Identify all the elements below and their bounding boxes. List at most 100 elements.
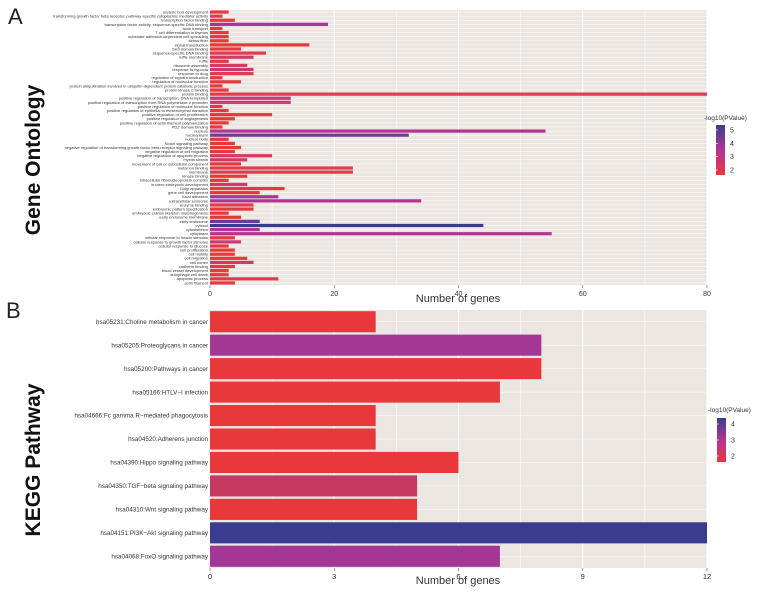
- legend-tick-label: 4: [731, 422, 735, 429]
- bar: [210, 162, 242, 166]
- category-label: negative regulation of transforming grow…: [65, 145, 208, 150]
- x-tick-label: 9: [581, 572, 585, 581]
- category-label: transcription factor activity, sequence-…: [104, 22, 208, 27]
- category-label: cytosol: [196, 223, 209, 228]
- bar: [210, 30, 229, 35]
- bar: [210, 150, 235, 154]
- bar: [210, 195, 279, 199]
- category-label: cell motility: [188, 252, 208, 257]
- bar: [210, 545, 500, 567]
- category-label: hsa04520:Adherens junction: [128, 436, 208, 443]
- bar: [210, 223, 484, 228]
- kegg-legend-title: -log10(PValue): [708, 407, 751, 414]
- category-label: membrane: [189, 170, 209, 175]
- bar: [210, 381, 500, 403]
- category-label: nucleus: [194, 128, 208, 133]
- bar: [210, 273, 229, 277]
- legend-tick-label: 2: [730, 168, 734, 175]
- bar: [210, 203, 254, 207]
- kegg-category-labels: hsa05231:Choline metabolism in cancer hsa…: [74, 319, 208, 561]
- bar: [210, 248, 235, 252]
- legend-tick-label: 3: [730, 154, 734, 161]
- category-label: regulation of signal transduction: [152, 75, 208, 80]
- go-side-title: Gene Ontology: [22, 84, 45, 235]
- category-label: positive regulation of transcription fro…: [88, 100, 209, 105]
- x-tick-label: 6: [456, 572, 460, 581]
- bar: [210, 59, 229, 63]
- go-bars: [210, 10, 707, 285]
- panel-label-a: A: [8, 4, 23, 29]
- bar: [210, 55, 254, 59]
- bar: [210, 244, 229, 248]
- bar: [210, 186, 285, 191]
- category-label: positive regulation of angiogenesis: [147, 116, 208, 121]
- category-label: apoptotic process: [177, 276, 208, 281]
- go-legend: -log10(PValue) 5 4 3 2: [704, 115, 747, 175]
- bar: [210, 207, 254, 211]
- category-label: cellular response to growth factor stimu…: [133, 239, 208, 244]
- category-label: transcription factor binding: [161, 18, 208, 23]
- bar: [210, 252, 235, 256]
- category-label: embryonic cranial skeleton morphogenesis: [132, 211, 208, 216]
- category-label: hsa04350:TGF−beta signaling pathway: [98, 483, 209, 490]
- category-label: negative regulation of apoptotic process: [137, 153, 208, 158]
- bar: [210, 47, 242, 51]
- bar: [210, 166, 353, 170]
- category-label: positive regulation of epithelial to mes…: [107, 108, 208, 113]
- category-label: gene cell development: [168, 190, 209, 195]
- category-label: autophagic cell death: [170, 272, 208, 277]
- kegg-x-axis-title: Number of genes: [416, 575, 501, 587]
- category-label: PDZ domain binding: [172, 124, 208, 129]
- bar: [210, 199, 422, 203]
- bar: [210, 137, 229, 141]
- category-label: hsa05231:Choline metabolism in cancer: [96, 319, 208, 326]
- bar: [210, 67, 254, 72]
- bar: [210, 43, 310, 47]
- bar: [210, 428, 376, 450]
- bar: [210, 219, 260, 223]
- bar: [210, 158, 248, 162]
- x-tick-label: 20: [330, 291, 338, 298]
- x-tick-label: 60: [579, 291, 587, 298]
- category-label: positive regulation of molecular functio…: [138, 104, 208, 109]
- bar: [210, 498, 418, 520]
- bar: [210, 145, 242, 150]
- category-label: ribosome assembly: [174, 63, 208, 68]
- bar: [210, 96, 291, 100]
- category-label: protein kinase C binding: [165, 87, 208, 92]
- category-label: ureteric bud development: [163, 9, 209, 14]
- category-label: early endosome membrane: [159, 215, 208, 220]
- category-label: Golgi apparatus: [180, 186, 208, 191]
- category-label: SH3 domain binding: [172, 46, 208, 51]
- category-label: early endosome: [180, 219, 209, 224]
- category-label: intracellular ribonucleoprotein complex: [140, 178, 208, 183]
- x-tick-label: 0: [208, 572, 212, 581]
- bar: [210, 141, 235, 145]
- x-tick-label: 12: [703, 572, 711, 581]
- category-label: blood vessel development: [162, 268, 209, 273]
- go-legend-colorbar: [716, 125, 725, 175]
- bar: [210, 236, 235, 240]
- bar: [210, 117, 235, 121]
- category-label: hsa05200:Pathways in cancer: [124, 366, 208, 373]
- panel-label-b: B: [6, 298, 21, 323]
- bar: [210, 10, 229, 14]
- legend-tick-label: 3: [731, 438, 735, 445]
- category-label: hsa05166:HTLV−I infection: [132, 389, 208, 396]
- category-label: protein binding: [182, 92, 208, 97]
- go-legend-title: -log10(PValue): [704, 115, 747, 122]
- bar: [210, 113, 273, 117]
- bar: [210, 26, 223, 31]
- bar: [210, 129, 546, 133]
- category-label: focal adhesion: [182, 194, 208, 199]
- category-label: stress fiber: [188, 38, 208, 43]
- bar: [210, 311, 376, 333]
- bar: [210, 88, 229, 92]
- bar: [210, 154, 273, 158]
- category-label: hsa04310:Wnt signaling pathway: [116, 507, 209, 514]
- category-label: cytoskeleton: [186, 227, 208, 232]
- category-label: hsa04151:PI3K−Akt signaling pathway: [100, 530, 208, 537]
- category-label: enzyme binding: [180, 202, 208, 207]
- category-label: cellular response to glucose: [158, 243, 208, 248]
